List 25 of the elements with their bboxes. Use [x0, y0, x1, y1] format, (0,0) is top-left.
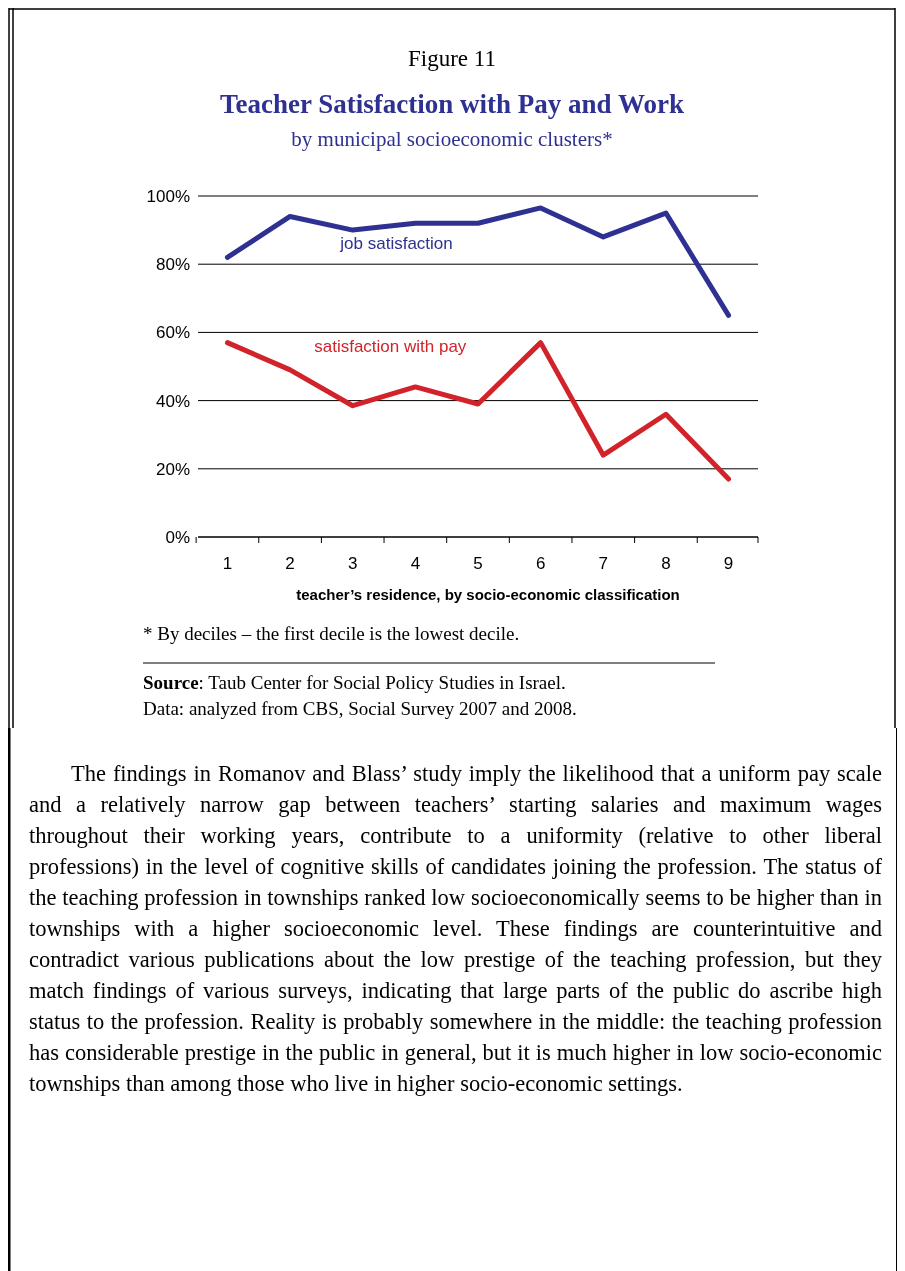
source-note: Source: Taub Center for Social Policy Studies in Israel. [143, 672, 566, 693]
text: Data: analyzed from CBS, Social Survey 2007 and 2008. [143, 698, 577, 719]
x-tick-label: 3 [347, 554, 358, 573]
x-axis-title: teacher’s residence, by socio-economic classification [296, 586, 680, 603]
text: The findings in Romanov and Blass’ study imply the likelihood that a uniform pay scale and a relatively narrow gap between teachers’ starting salaries and maximum wages throughout their working years, contribute to a uniformity (relative to other liberal professions) in the level of cognitive skills of candidates joining the profession. The status of the teaching profession in townships ranked low socioeconomically seems to be higher than in townships with a higher socioeconomic level. These findings are counterintuitive and contradict various publications about the low prestige of the teaching profession, but they match findings of various surveys, indicating that large parts of the public do ascribe high status to the profession. Reality is probably somewhere in the middle: the teaching profession has considerable prestige in the public in general, but it is much higher in low socio-economic townships than among those who live in higher socio-economic settings. [29, 761, 882, 1096]
x-tick-label: 5 [473, 554, 483, 573]
y-tick-label: 40% [155, 391, 190, 411]
y-tick-label: 0% [165, 528, 190, 547]
x-tick-label: 4 [410, 554, 421, 573]
x-tick-label: 2 [285, 554, 295, 573]
x-tick-label: 8 [661, 554, 671, 573]
x-tick-label: 7 [598, 554, 609, 573]
x-tick-label: 9 [723, 554, 734, 573]
text: * By deciles – the first decile is the lowest decile. [143, 623, 520, 644]
y-tick-label: 20% [155, 459, 190, 479]
chart-subtitle: by municipal socioeconomic clusters* [291, 127, 613, 151]
series-label: satisfaction with pay [314, 337, 467, 357]
chart-title: Teacher Satisfaction with Pay and Work [220, 89, 684, 119]
y-tick-label: 60% [155, 323, 190, 343]
series-label: job satisfaction [339, 234, 453, 254]
y-tick-label: 100% [146, 187, 190, 206]
caption: Figure 11 [408, 46, 496, 71]
x-tick-label: 6 [535, 554, 546, 573]
x-tick-label: 1 [222, 554, 233, 573]
y-tick-label: 80% [155, 255, 190, 275]
